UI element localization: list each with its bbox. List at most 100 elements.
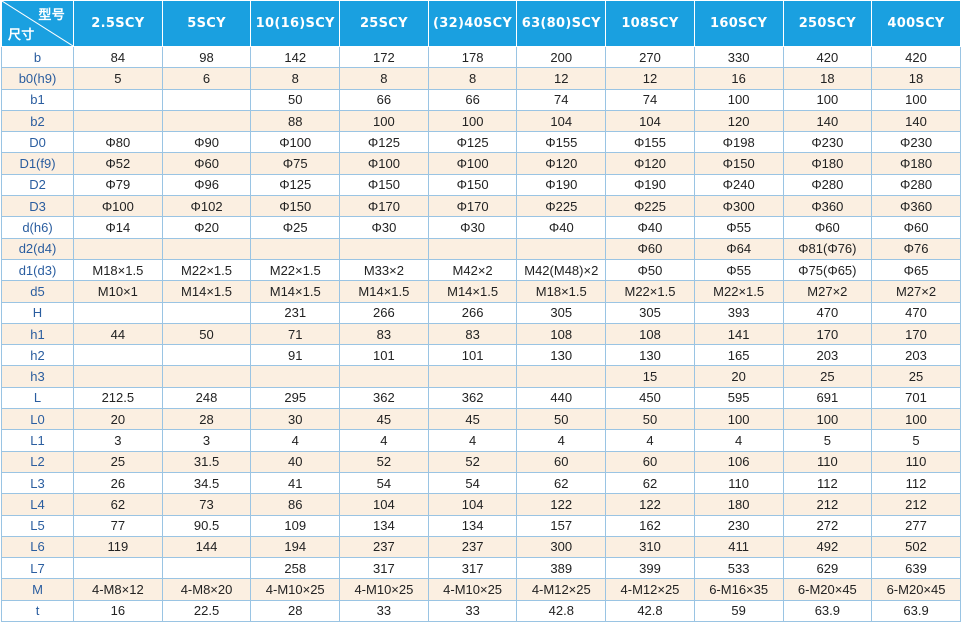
table-cell: Φ102 (161, 195, 252, 218)
table-row: H 231 266 266 305 305 393 470 470 (1, 301, 961, 324)
table-row: L 212.5 248 295 362 362 440 450 595 691 701 (1, 386, 961, 410)
table-cell (427, 237, 518, 260)
table-cell: 3 (161, 429, 252, 452)
table-cell: 62 (516, 471, 607, 495)
table-cell: 194 (250, 535, 341, 559)
table-cell: Φ30 (427, 216, 518, 239)
table-cell: 200 (516, 45, 607, 69)
table-row: D0 Φ80 Φ90 Φ100 Φ125 Φ125 Φ155 Φ155 Φ198 Φ230 Φ230 (1, 131, 961, 154)
table-cell: 141 (693, 322, 784, 346)
table-row: d2(d4) Φ60 Φ64 Φ81(Φ76) Φ76 (1, 237, 961, 260)
table-cell: 63.9 (871, 599, 961, 623)
table-cell: Φ240 (693, 173, 784, 197)
table-cell: Φ55 (693, 216, 784, 239)
table-cell: 258 (250, 557, 341, 580)
table-cell: 83 (427, 322, 518, 346)
table-cell: 52 (339, 450, 429, 473)
table-cell: 26 (73, 471, 163, 495)
table-cell: 170 (871, 322, 961, 346)
table-cell: 122 (605, 493, 695, 516)
table-row: M 4-M8×12 4-M8×20 4-M10×25 4-M10×25 4-M10×25 4… (1, 578, 961, 601)
table-cell: 106 (693, 450, 784, 473)
table-cell: 100 (871, 88, 961, 111)
table-cell: 8 (427, 67, 518, 90)
table-cell: 60 (516, 450, 607, 473)
table-cell: Φ170 (427, 195, 518, 218)
table-cell (161, 557, 252, 580)
table-cell: 112 (782, 471, 873, 495)
table-cell: 230 (693, 514, 784, 537)
table-cell: 40 (250, 450, 341, 473)
table-cell: 108 (516, 322, 607, 346)
table-cell: 50 (516, 408, 607, 431)
table-cell: 212 (871, 493, 961, 516)
table-cell: 109 (250, 514, 341, 537)
table-row: L4 62 73 86 104 104 122 122 180 212 212 (1, 493, 961, 516)
table-cell: M14×1.5 (250, 280, 341, 303)
table-cell: 266 (339, 301, 429, 324)
model-header-cell: 108SCY (605, 0, 695, 47)
table-cell: M22×1.5 (250, 258, 341, 282)
table-cell: Φ64 (693, 237, 784, 260)
table-cell: Φ230 (871, 131, 961, 154)
table-cell: 411 (693, 535, 784, 559)
table-cell: 305 (605, 301, 695, 324)
row-dimension-label: D0 (1, 131, 74, 154)
table-cell: 4 (427, 429, 518, 452)
table-cell: M27×2 (782, 280, 873, 303)
row-dimension-label: b2 (1, 109, 74, 133)
table-cell: 639 (871, 557, 961, 580)
table-cell: 502 (871, 535, 961, 559)
corner-dimension-label: 尺寸 (8, 28, 35, 43)
table-cell: 140 (871, 109, 961, 133)
table-cell: 28 (250, 599, 341, 623)
table-cell: M22×1.5 (161, 258, 252, 282)
table-cell: 203 (871, 344, 961, 367)
row-dimension-label: L6 (1, 535, 74, 559)
table-cell: 5 (73, 67, 163, 90)
table-cell: 3 (73, 429, 163, 452)
row-dimension-label: M (1, 578, 74, 601)
table-cell (73, 88, 163, 111)
table-cell: Φ30 (339, 216, 429, 239)
table-cell: 134 (339, 514, 429, 537)
table-cell: Φ60 (161, 152, 252, 175)
table-cell: Φ280 (871, 173, 961, 197)
table-cell: 272 (782, 514, 873, 537)
table-cell: 420 (871, 45, 961, 69)
table-cell (73, 557, 163, 580)
table-cell: Φ198 (693, 131, 784, 154)
row-dimension-label: L3 (1, 471, 74, 495)
table-cell: Φ155 (516, 131, 607, 154)
header-row: 型号 尺寸 2.5SCY 5SCY 10(16)SCY 25SCY (32)40SCY 6… (1, 0, 961, 47)
table-cell: 130 (605, 344, 695, 367)
table-row: L6 119 144 194 237 237 300 310 411 492 502 (1, 535, 961, 559)
table-row: D3 Φ100 Φ102 Φ150 Φ170 Φ170 Φ225 Φ225 Φ300 Φ360 Φ3… (1, 195, 961, 218)
table-cell: 77 (73, 514, 163, 537)
table-cell: M14×1.5 (339, 280, 429, 303)
table-cell: 203 (782, 344, 873, 367)
table-cell: M18×1.5 (516, 280, 607, 303)
table-cell: 30 (250, 408, 341, 431)
corner-header-cell: 型号 尺寸 (1, 0, 74, 47)
table-cell: Φ150 (250, 195, 341, 218)
table-cell: 270 (605, 45, 695, 69)
table-cell: 100 (339, 109, 429, 133)
table-row: h3 15 20 25 25 (1, 365, 961, 388)
table-cell: 130 (516, 344, 607, 367)
table-cell: 104 (427, 493, 518, 516)
table-cell: 104 (339, 493, 429, 516)
row-dimension-label: b (1, 45, 74, 69)
table-cell: 74 (605, 88, 695, 111)
table-cell: 330 (693, 45, 784, 69)
table-cell: 4-M8×12 (73, 578, 163, 601)
table-cell: Φ120 (516, 152, 607, 175)
table-cell: 305 (516, 301, 607, 324)
table-cell: Φ90 (161, 131, 252, 154)
table-cell: 110 (693, 471, 784, 495)
table-cell: 362 (339, 386, 429, 410)
table-cell: 54 (427, 471, 518, 495)
table-cell: 100 (782, 408, 873, 431)
table-cell: 59 (693, 599, 784, 623)
table-cell: 62 (605, 471, 695, 495)
